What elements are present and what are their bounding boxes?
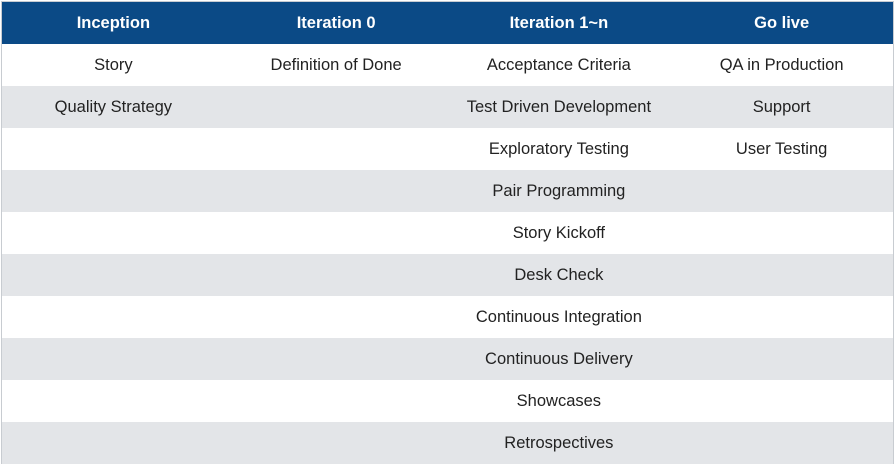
column-header: Go live [670, 2, 893, 44]
empty-cell [670, 296, 893, 338]
table-cell: Definition of Done [224, 44, 448, 86]
empty-cell [2, 128, 225, 170]
table-row: Exploratory Testing User Testing [2, 128, 893, 170]
table-cell: User Testing [670, 128, 893, 170]
empty-cell [2, 338, 225, 380]
empty-cell [670, 212, 893, 254]
empty-cell [224, 86, 448, 128]
table-cell: Continuous Delivery [447, 338, 671, 380]
table-row: Pair Programming [2, 170, 893, 212]
table-cell: Story [2, 44, 225, 86]
table-cell: Pair Programming [447, 170, 671, 212]
header-row: Inception Iteration 0 Iteration 1~n Go live [2, 2, 893, 44]
empty-cell [2, 170, 225, 212]
column-header: Iteration 1~n [447, 2, 671, 44]
table-row: Story Kickoff [2, 212, 893, 254]
table-cell: Story Kickoff [447, 212, 671, 254]
table-row: Showcases [2, 380, 893, 422]
empty-cell [224, 296, 448, 338]
empty-cell [224, 212, 448, 254]
column-header: Iteration 0 [224, 2, 448, 44]
table-row: Story Definition of Done Acceptance Criter… [2, 44, 893, 86]
empty-cell [224, 254, 448, 296]
empty-cell [670, 422, 893, 464]
table-cell: Support [670, 86, 893, 128]
table-cell: Retrospectives [447, 422, 671, 464]
empty-cell [670, 338, 893, 380]
empty-cell [670, 170, 893, 212]
table-cell: QA in Production [670, 44, 893, 86]
empty-cell [224, 128, 448, 170]
empty-cell [670, 254, 893, 296]
empty-cell [2, 212, 225, 254]
table-row: Retrospectives [2, 422, 893, 464]
empty-cell [224, 170, 448, 212]
empty-cell [670, 380, 893, 422]
table-row: Desk Check [2, 254, 893, 296]
table-row: Continuous Delivery [2, 338, 893, 380]
empty-cell [2, 296, 225, 338]
table-cell: Continuous Integration [447, 296, 671, 338]
table-cell: Test Driven Development [447, 86, 671, 128]
empty-cell [2, 422, 225, 464]
table-cell: Showcases [447, 380, 671, 422]
table-cell: Acceptance Criteria [447, 44, 671, 86]
table-cell: Desk Check [447, 254, 671, 296]
empty-cell [224, 338, 448, 380]
table-row: Quality Strategy Test Driven Development S… [2, 86, 893, 128]
empty-cell [224, 380, 448, 422]
table-cell: Exploratory Testing [447, 128, 671, 170]
table-row: Continuous Integration [2, 296, 893, 338]
empty-cell [2, 254, 225, 296]
column-header: Inception [2, 2, 225, 44]
empty-cell [224, 422, 448, 464]
empty-cell [2, 380, 225, 422]
table-header: Inception Iteration 0 Iteration 1~n Go live [2, 2, 893, 44]
table-body: Story Definition of Done Acceptance Criter… [2, 44, 893, 464]
table-cell: Quality Strategy [2, 86, 225, 128]
